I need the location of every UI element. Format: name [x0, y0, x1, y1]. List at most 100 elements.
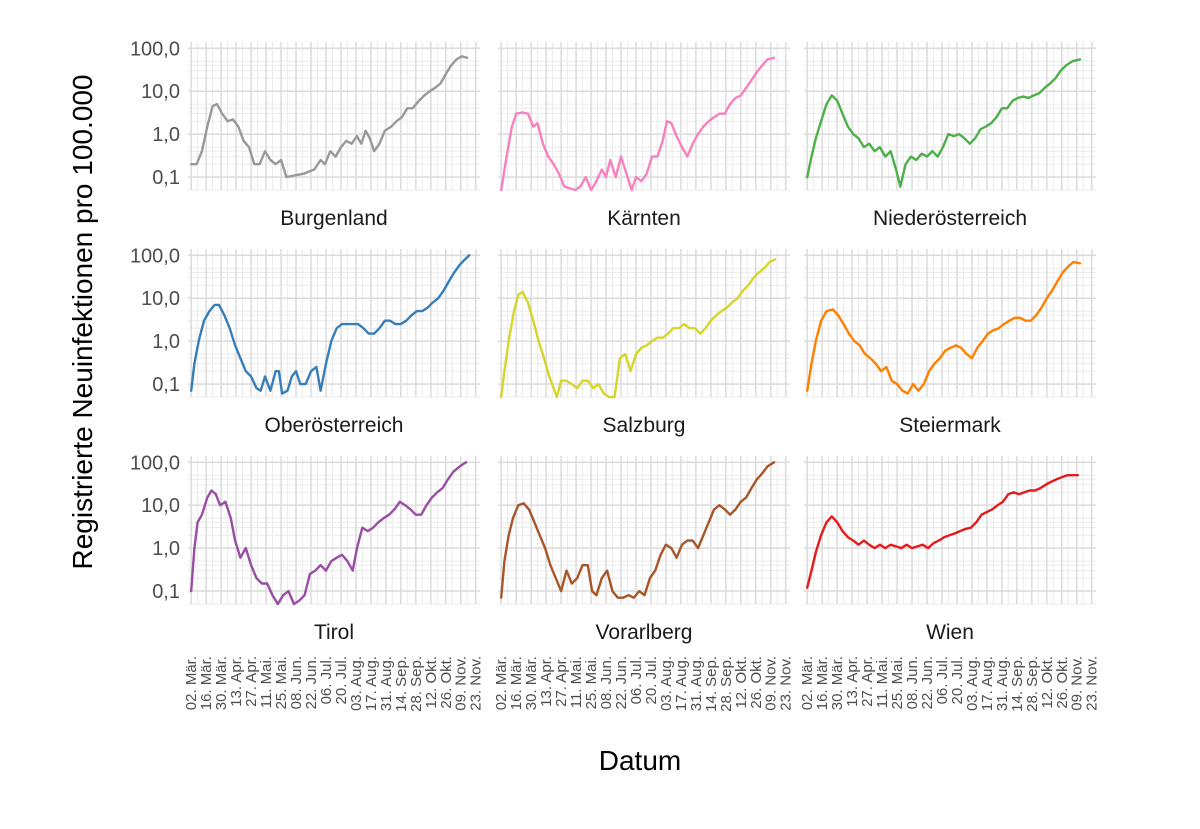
x-tick-label: 28. Sep. — [718, 656, 735, 712]
y-tick-label: 100,0 — [130, 38, 180, 60]
x-tick-label: 03. Aug. — [964, 656, 981, 711]
x-tick-label: 31. Aug. — [378, 656, 395, 711]
x-tick-label: 20. Jul. — [643, 656, 660, 704]
facet-label: Tirol — [314, 621, 354, 644]
x-tick-label: 13. Apr. — [844, 656, 861, 707]
x-tick-label: 17. Aug. — [363, 656, 380, 711]
y-tick-label: 1,0 — [152, 538, 180, 560]
panel-9: Wien 02. Mär.16. Mär.30. Mär.13. Apr.27. … — [799, 456, 1101, 712]
x-tick-label: 27. Apr. — [859, 656, 876, 707]
series-line-9 — [806, 474, 1079, 589]
facet-label: Salzburg — [603, 414, 686, 437]
x-tick-label: 22. Jun. — [919, 656, 936, 709]
x-tick-label: 02. Mär. — [799, 656, 816, 710]
x-tick-label: 08. Jun. — [598, 656, 615, 709]
series-line-5 — [500, 258, 777, 399]
y-tick-label: 1,0 — [152, 331, 180, 353]
y-tick-label: 10,0 — [141, 81, 180, 103]
x-tick-label: 11. Mai. — [258, 656, 275, 708]
series-line-2 — [500, 56, 776, 192]
x-tick-label: 08. Jun. — [288, 656, 305, 709]
x-tick-label: 09. Nov. — [453, 656, 470, 711]
x-tick-label: 06. Jul. — [628, 656, 645, 704]
y-tick-label: 10,0 — [141, 288, 180, 310]
y-tick-label: 0,1 — [152, 167, 180, 189]
series-line-3 — [806, 58, 1082, 188]
x-tick-label: 30. Mär. — [523, 656, 540, 710]
x-tick-label: 23. Nov. — [778, 656, 795, 711]
x-tick-label: 14. Sep. — [393, 656, 410, 712]
x-tick-label: 20. Jul. — [333, 656, 350, 704]
panel-1: Burgenland 0,1 1,0 10,0 100,0 — [130, 38, 480, 230]
x-tick-label: 13. Apr. — [228, 656, 245, 707]
x-tick-label: 26. Okt. — [438, 656, 455, 709]
x-tick-label: 17. Aug. — [673, 656, 690, 711]
y-tick-label: 100,0 — [130, 452, 180, 474]
facet-label: Niederösterreich — [873, 207, 1027, 230]
panel-7: Tirol 0,1 1,0 10,0 100,0 02. Mär.16. Mär.30. … — [130, 452, 485, 712]
y-axis-title: Registrierte Neuinfektionen pro 100.000 — [67, 75, 98, 570]
y-tick-label: 0,1 — [152, 581, 180, 603]
x-tick-label: 02. Mär. — [493, 656, 510, 710]
x-tick-label: 06. Jul. — [318, 656, 335, 704]
x-axis-title: Datum — [599, 745, 681, 776]
series-line-1 — [190, 55, 469, 179]
x-tick-label: 26. Okt. — [1054, 656, 1071, 709]
x-tick-label: 20. Jul. — [949, 656, 966, 704]
x-tick-label: 02. Mär. — [183, 656, 200, 710]
panel-8: Vorarlberg 02. Mär.16. Mär.30. Mär.13. Ap… — [493, 456, 795, 712]
x-tick-label: 22. Jun. — [303, 656, 320, 709]
x-tick-label: 28. Sep. — [408, 656, 425, 712]
x-tick-label: 27. Apr. — [553, 656, 570, 707]
x-tick-label: 31. Aug. — [688, 656, 705, 711]
x-tick-label: 09. Nov. — [763, 656, 780, 711]
panel-6: Steiermark — [804, 249, 1096, 437]
x-tick-label: 25. Mai. — [889, 656, 906, 709]
x-tick-label: 08. Jun. — [904, 656, 921, 709]
x-tick-label: 25. Mai. — [583, 656, 600, 709]
x-tick-label: 12. Okt. — [423, 656, 440, 709]
x-tick-label: 14. Sep. — [703, 656, 720, 712]
x-tick-label: 30. Mär. — [213, 656, 230, 710]
x-tick-label: 26. Okt. — [748, 656, 765, 709]
x-tick-label: 03. Aug. — [348, 656, 365, 711]
x-tick-label: 11. Mai. — [568, 656, 585, 708]
x-tick-label: 06. Jul. — [934, 656, 951, 704]
y-tick-label: 100,0 — [130, 245, 180, 267]
x-tick-label: 11. Mai. — [874, 656, 891, 708]
facet-label: Burgenland — [280, 207, 387, 230]
facet-label: Vorarlberg — [596, 621, 693, 644]
panel-2: Kärnten — [498, 42, 790, 230]
x-tick-label: 16. Mär. — [508, 656, 525, 710]
x-tick-label: 09. Nov. — [1069, 656, 1086, 711]
panel-3: Niederösterreich — [804, 42, 1096, 230]
x-tick-label: 16. Mär. — [198, 656, 215, 710]
x-tick-label: 27. Apr. — [243, 656, 260, 707]
x-tick-label: 28. Sep. — [1024, 656, 1041, 712]
facet-label: Kärnten — [607, 207, 681, 230]
facet-panels: Burgenland 0,1 1,0 10,0 100,0 Kärnten Niederös… — [130, 38, 1101, 712]
facet-label: Wien — [926, 621, 974, 644]
x-tick-label: 16. Mär. — [814, 656, 831, 710]
x-tick-label: 31. Aug. — [994, 656, 1011, 711]
x-tick-label: 17. Aug. — [979, 656, 996, 711]
x-tick-label: 13. Apr. — [538, 656, 555, 707]
series-line-7 — [190, 461, 468, 606]
facet-label: Oberösterreich — [265, 414, 404, 437]
facet-label: Steiermark — [899, 414, 1001, 437]
panel-4: Oberösterreich 0,1 1,0 10,0 100,0 — [130, 245, 480, 437]
x-tick-label: 22. Jun. — [613, 656, 630, 709]
x-tick-label: 12. Okt. — [1039, 656, 1056, 709]
y-tick-label: 0,1 — [152, 374, 180, 396]
x-tick-label: 25. Mai. — [273, 656, 290, 709]
series-line-6 — [806, 260, 1082, 395]
x-tick-label: 03. Aug. — [658, 656, 675, 711]
x-tick-label: 23. Nov. — [1084, 656, 1101, 711]
series-line-8 — [500, 461, 776, 599]
x-tick-label: 30. Mär. — [829, 656, 846, 710]
x-tick-label: 14. Sep. — [1009, 656, 1026, 712]
panel-5: Salzburg — [498, 249, 790, 437]
series-line-4 — [190, 254, 471, 395]
x-tick-label: 23. Nov. — [468, 656, 485, 711]
